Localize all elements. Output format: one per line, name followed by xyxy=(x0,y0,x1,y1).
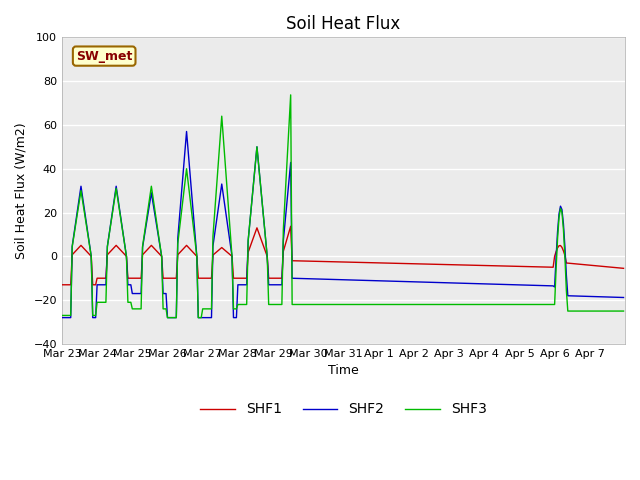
SHF1 xyxy=(460,262,468,268)
SHF2 xyxy=(182,129,190,134)
SHF3 xyxy=(77,188,85,193)
SHF1 xyxy=(287,223,294,229)
Y-axis label: Soil Heat Flux (W/m2): Soil Heat Flux (W/m2) xyxy=(15,122,28,259)
SHF3 xyxy=(164,315,172,321)
Text: SW_met: SW_met xyxy=(76,49,132,62)
SHF2 xyxy=(95,282,102,288)
SHF2 xyxy=(348,277,356,283)
SHF3 xyxy=(287,92,294,98)
SHF3 xyxy=(461,301,469,307)
SHF1 xyxy=(348,259,356,265)
SHF3 xyxy=(350,301,358,307)
SHF3 xyxy=(58,312,66,318)
SHF3 xyxy=(95,300,102,305)
SHF2 xyxy=(460,280,468,286)
SHF2 xyxy=(617,295,625,300)
Line: SHF3: SHF3 xyxy=(62,95,623,318)
Line: SHF1: SHF1 xyxy=(62,226,623,285)
SHF1 xyxy=(77,242,85,248)
Legend: SHF1, SHF2, SHF3: SHF1, SHF2, SHF3 xyxy=(195,397,492,422)
X-axis label: Time: Time xyxy=(328,364,359,377)
SHF1 xyxy=(58,282,66,288)
SHF1 xyxy=(543,264,551,270)
SHF1 xyxy=(617,265,625,271)
SHF1 xyxy=(620,265,627,271)
SHF2 xyxy=(620,295,627,300)
SHF2 xyxy=(58,315,66,321)
Title: Soil Heat Flux: Soil Heat Flux xyxy=(286,15,401,33)
Line: SHF2: SHF2 xyxy=(62,132,623,318)
SHF3 xyxy=(618,308,626,314)
SHF3 xyxy=(620,308,627,314)
SHF2 xyxy=(77,183,85,189)
SHF1 xyxy=(95,276,102,281)
SHF3 xyxy=(545,301,552,307)
SHF2 xyxy=(543,283,551,288)
